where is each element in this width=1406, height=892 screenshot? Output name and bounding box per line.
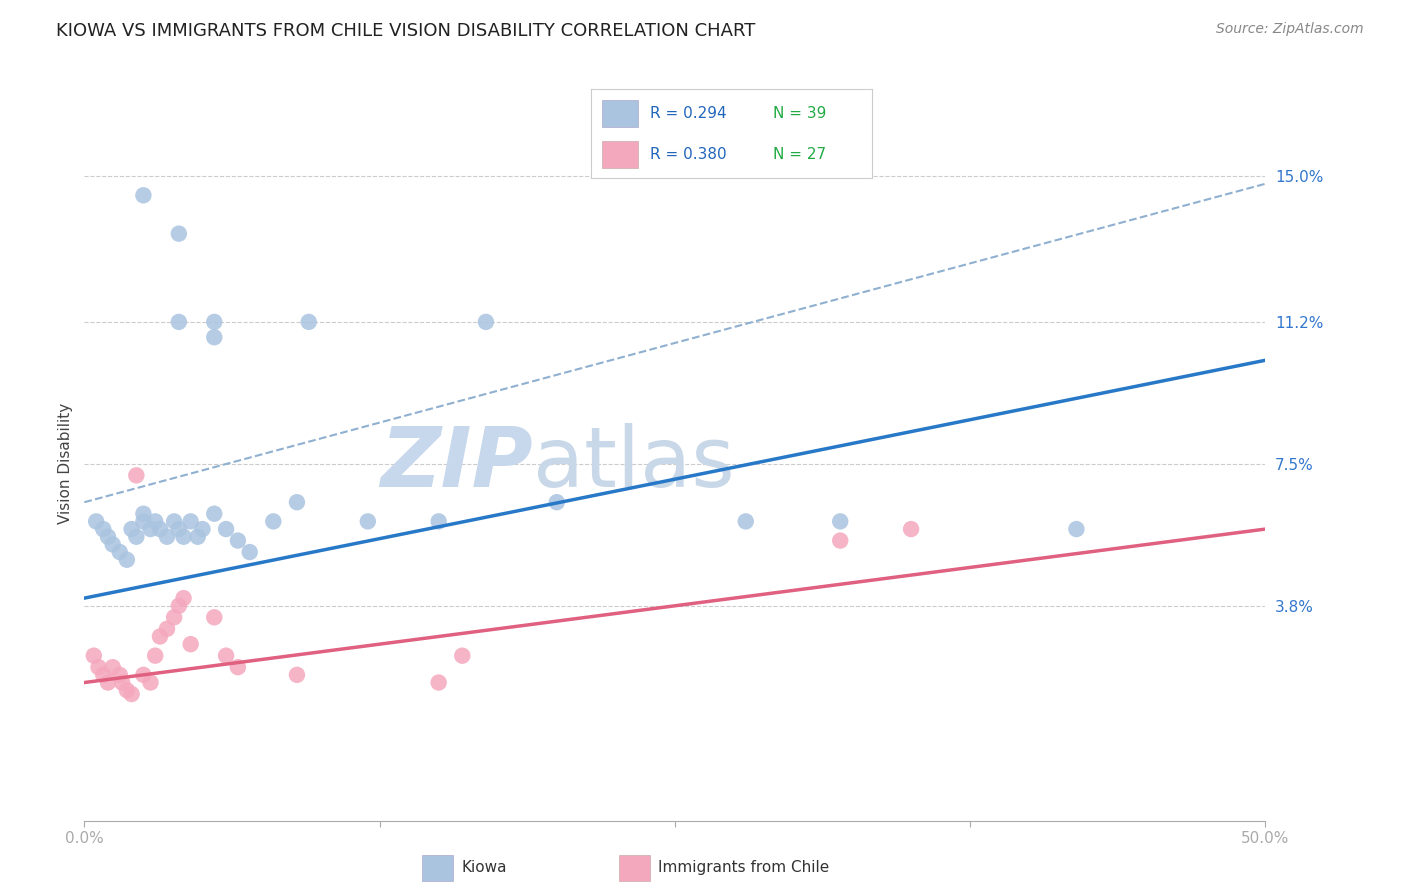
- Point: [91, 522, 114, 536]
- Point: [202, 507, 225, 521]
- Bar: [602, 141, 638, 168]
- Point: [156, 622, 179, 636]
- Point: [900, 522, 922, 536]
- Point: [239, 545, 262, 559]
- Point: [451, 648, 474, 663]
- Point: [546, 495, 568, 509]
- Point: [163, 610, 186, 624]
- Point: [149, 630, 172, 644]
- Point: [167, 599, 190, 613]
- Text: atlas: atlas: [533, 424, 735, 504]
- Point: [108, 668, 131, 682]
- Point: [163, 515, 186, 529]
- Point: [427, 675, 450, 690]
- Point: [156, 530, 179, 544]
- Point: [132, 668, 155, 682]
- Point: [167, 522, 190, 536]
- Point: [101, 537, 124, 551]
- Point: [91, 668, 114, 682]
- Point: [139, 522, 162, 536]
- Point: [87, 660, 110, 674]
- Point: [285, 495, 308, 509]
- Bar: [602, 100, 638, 127]
- Point: [226, 533, 249, 548]
- Point: [173, 591, 195, 606]
- Point: [830, 515, 852, 529]
- Text: KIOWA VS IMMIGRANTS FROM CHILE VISION DISABILITY CORRELATION CHART: KIOWA VS IMMIGRANTS FROM CHILE VISION DI…: [56, 22, 755, 40]
- Point: [167, 315, 190, 329]
- Text: Source: ZipAtlas.com: Source: ZipAtlas.com: [1216, 22, 1364, 37]
- Point: [121, 522, 143, 536]
- Text: R = 0.294: R = 0.294: [650, 106, 725, 120]
- Text: Immigrants from Chile: Immigrants from Chile: [658, 861, 830, 875]
- Point: [830, 533, 852, 548]
- Point: [84, 515, 107, 529]
- Point: [226, 660, 249, 674]
- Point: [115, 683, 138, 698]
- Point: [97, 675, 120, 690]
- Point: [139, 675, 162, 690]
- Point: [180, 515, 202, 529]
- Text: N = 39: N = 39: [773, 106, 827, 120]
- Point: [734, 515, 756, 529]
- Point: [187, 530, 209, 544]
- Point: [357, 515, 380, 529]
- Point: [285, 668, 308, 682]
- Point: [132, 188, 155, 202]
- Point: [132, 507, 155, 521]
- Y-axis label: Vision Disability: Vision Disability: [58, 403, 73, 524]
- Point: [125, 530, 148, 544]
- Point: [111, 675, 134, 690]
- Point: [298, 315, 321, 329]
- Point: [83, 648, 105, 663]
- Text: ZIP: ZIP: [381, 424, 533, 504]
- Point: [215, 648, 238, 663]
- Point: [173, 530, 195, 544]
- Point: [202, 610, 225, 624]
- Point: [180, 637, 202, 651]
- Point: [215, 522, 238, 536]
- Text: Kiowa: Kiowa: [461, 861, 506, 875]
- Point: [202, 330, 225, 344]
- Point: [149, 522, 172, 536]
- Text: N = 27: N = 27: [773, 147, 827, 161]
- Point: [1066, 522, 1088, 536]
- Point: [108, 545, 131, 559]
- Point: [132, 515, 155, 529]
- Point: [143, 648, 166, 663]
- Point: [475, 315, 498, 329]
- Text: R = 0.380: R = 0.380: [650, 147, 725, 161]
- Point: [101, 660, 124, 674]
- Point: [191, 522, 214, 536]
- Point: [262, 515, 284, 529]
- Point: [121, 687, 143, 701]
- Point: [427, 515, 450, 529]
- Point: [115, 553, 138, 567]
- Point: [143, 515, 166, 529]
- Point: [97, 530, 120, 544]
- Point: [202, 315, 225, 329]
- Point: [167, 227, 190, 241]
- Point: [125, 468, 148, 483]
